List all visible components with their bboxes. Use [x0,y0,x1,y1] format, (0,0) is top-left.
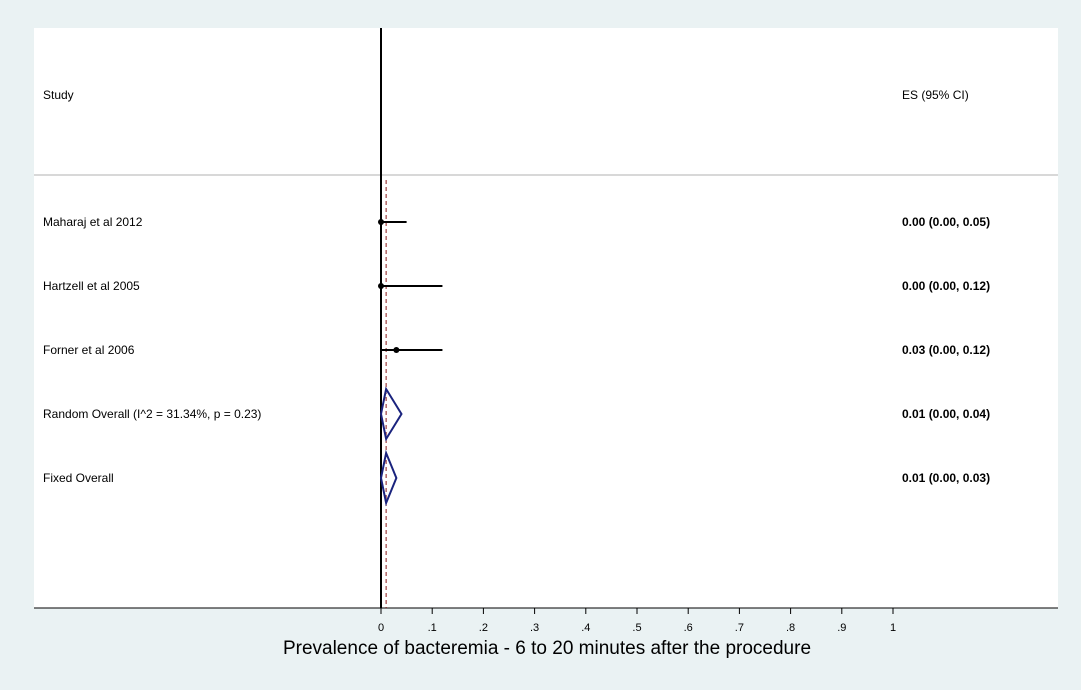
x-axis-ticks: 0 .1 .2 .3 .4 .5 .6 .7 .8 .9 1 [378,608,896,634]
summary-effect-size-text: 0.01 (0.00, 0.03) [902,471,990,485]
summary-diamond [379,386,403,442]
x-tick-label: 0 [378,622,384,634]
es-column-header: ES (95% CI) [902,88,969,102]
x-tick-label: .7 [735,622,744,634]
x-tick-label: .8 [786,622,795,634]
study-effect-size-text: 0.00 (0.00, 0.12) [902,279,990,293]
summary-label: Fixed Overall [43,471,114,485]
study-label: Forner et al 2006 [43,343,135,357]
study-effect-size-text: 0.03 (0.00, 0.12) [902,343,990,357]
plot-panel [34,28,1058,608]
x-tick-label: .5 [632,622,641,634]
summary-label: Random Overall (I^2 = 31.34%, p = 0.23) [43,407,261,421]
x-tick-label: .2 [479,622,488,634]
study-point-estimate [378,283,384,289]
study-point-estimate [378,219,384,225]
study-point-estimate [393,347,400,353]
x-tick-label: .1 [428,622,437,634]
x-tick-label: .9 [837,622,846,634]
summary-diamond [379,449,398,507]
study-effect-size-text: 0.00 (0.00, 0.05) [902,215,990,229]
x-tick-label: .3 [530,622,539,634]
summary-effect-size-text: 0.01 (0.00, 0.04) [902,407,990,421]
x-axis-title: Prevalence of bacteremia - 6 to 20 minut… [283,638,811,659]
study-label: Hartzell et al 2005 [43,279,140,293]
study-rows: Maharaj et al 2012 0.00 (0.00, 0.05) Hartz… [43,180,990,608]
study-label: Maharaj et al 2012 [43,215,143,229]
study-column-header: Study [43,88,74,102]
x-tick-label: 1 [890,622,896,634]
x-tick-label: .4 [581,622,590,634]
x-tick-label: .6 [684,622,693,634]
